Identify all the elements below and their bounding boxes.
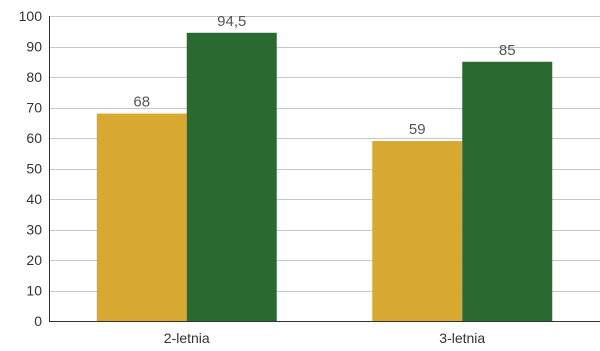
bars <box>96 32 553 322</box>
axes <box>49 16 600 322</box>
y-tick-label: 50 <box>26 161 42 177</box>
y-tick-label: 0 <box>34 313 42 329</box>
y-tick-label: 20 <box>26 252 42 268</box>
x-category-label: 3-letnia <box>439 330 485 346</box>
y-tick-label: 60 <box>26 130 42 146</box>
y-tick-label: 70 <box>26 100 42 116</box>
bar-2-letnia-series-1 <box>96 113 187 321</box>
y-tick-label: 10 <box>26 283 42 299</box>
y-tick-label: 90 <box>26 39 42 55</box>
bar-3-letnia-series-2 <box>462 61 553 321</box>
y-tick-label: 100 <box>19 8 43 24</box>
data-label: 59 <box>409 121 426 138</box>
bar-2-letnia-series-2 <box>186 32 277 322</box>
data-label: 85 <box>499 42 516 59</box>
bar-3-letnia-series-1 <box>372 141 463 321</box>
y-tick-label: 80 <box>26 69 42 85</box>
y-tick-label: 30 <box>26 222 42 238</box>
data-label: 94,5 <box>217 13 246 30</box>
data-label: 68 <box>133 94 150 111</box>
x-category-label: 2-letnia <box>164 330 210 346</box>
y-tick-label: 40 <box>26 191 42 207</box>
labels: 0 10 20 30 40 50 60 70 80 90 100 68 94,5 2-letnia 59 85… <box>19 8 516 346</box>
